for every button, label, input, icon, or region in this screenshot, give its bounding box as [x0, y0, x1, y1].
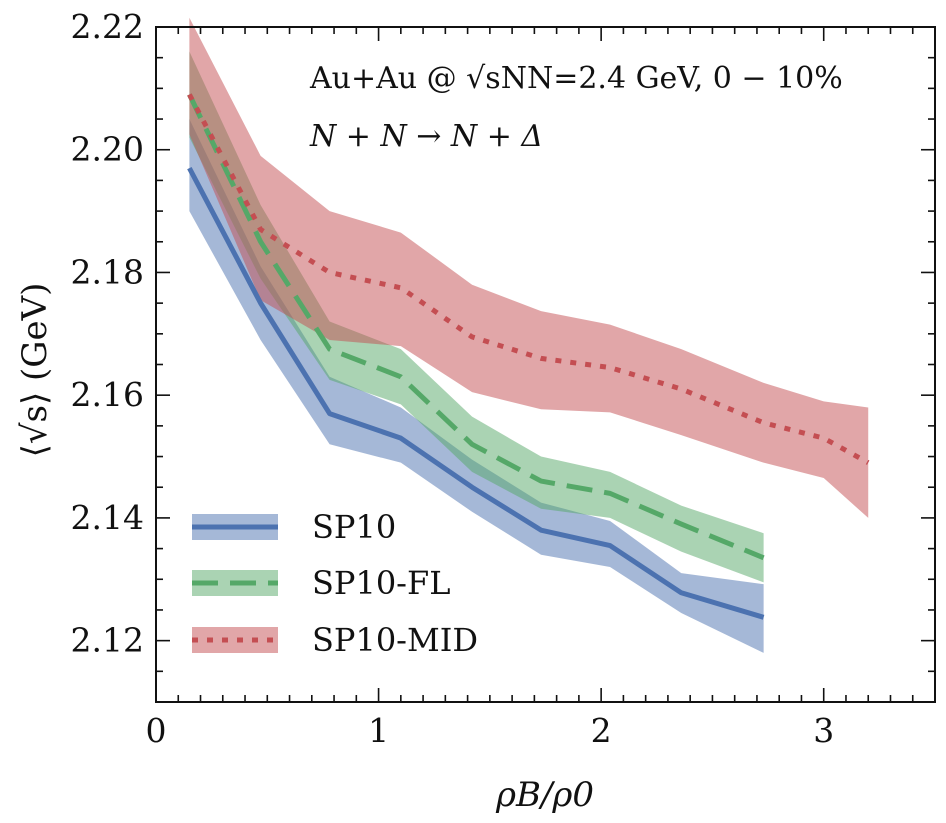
legend: SP10 SP10-FL SP10-MID: [192, 508, 478, 659]
legend-label-sp10-fl: SP10-FL: [312, 564, 450, 602]
line-sp10-fl: [187, 93, 765, 561]
x-tick-label: 1: [368, 711, 389, 750]
line-sp10: [187, 166, 765, 620]
tick-labels: 0 1 2 3 2.12 2.14 2.16 2.18 2.20 2.22: [71, 7, 835, 750]
y-tick-label: 2.18: [71, 252, 144, 291]
y-tick-label: 2.12: [71, 621, 144, 660]
legend-swatch-band: [192, 627, 278, 653]
y-tick-label: 2.14: [71, 498, 144, 537]
line-sp10-mid: [187, 93, 870, 465]
series-lines: [187, 93, 870, 620]
legend-label-sp10: SP10: [312, 508, 396, 546]
annotation-reaction: N + N → N + Δ: [309, 119, 543, 154]
y-tick-label: 2.16: [71, 375, 144, 414]
y-axis-title: ⟨√s⟩ (GeV): [15, 283, 55, 458]
uncertainty-bands: [189, 17, 869, 653]
y-tick-label: 2.22: [71, 7, 144, 46]
x-tick-label: 3: [813, 711, 834, 750]
plot-frame: [155, 26, 936, 703]
annotation-collision: Au+Au @ √sNN=2.4 GeV, 0 − 10%: [309, 61, 843, 96]
annotation-collision-text: Au+Au @ √sNN=2.4 GeV, 0 − 10%: [309, 61, 843, 96]
annotation-reaction-text: N + N → N + Δ: [309, 119, 543, 154]
band-sp10-mid: [189, 17, 869, 518]
x-tick-label: 0: [146, 711, 167, 750]
legend-label-sp10-mid: SP10-MID: [312, 621, 478, 659]
y-tick-label: 2.20: [71, 130, 144, 169]
x-axis-title: ρB/ρ0: [495, 775, 594, 815]
x-tick-label: 2: [591, 711, 612, 750]
